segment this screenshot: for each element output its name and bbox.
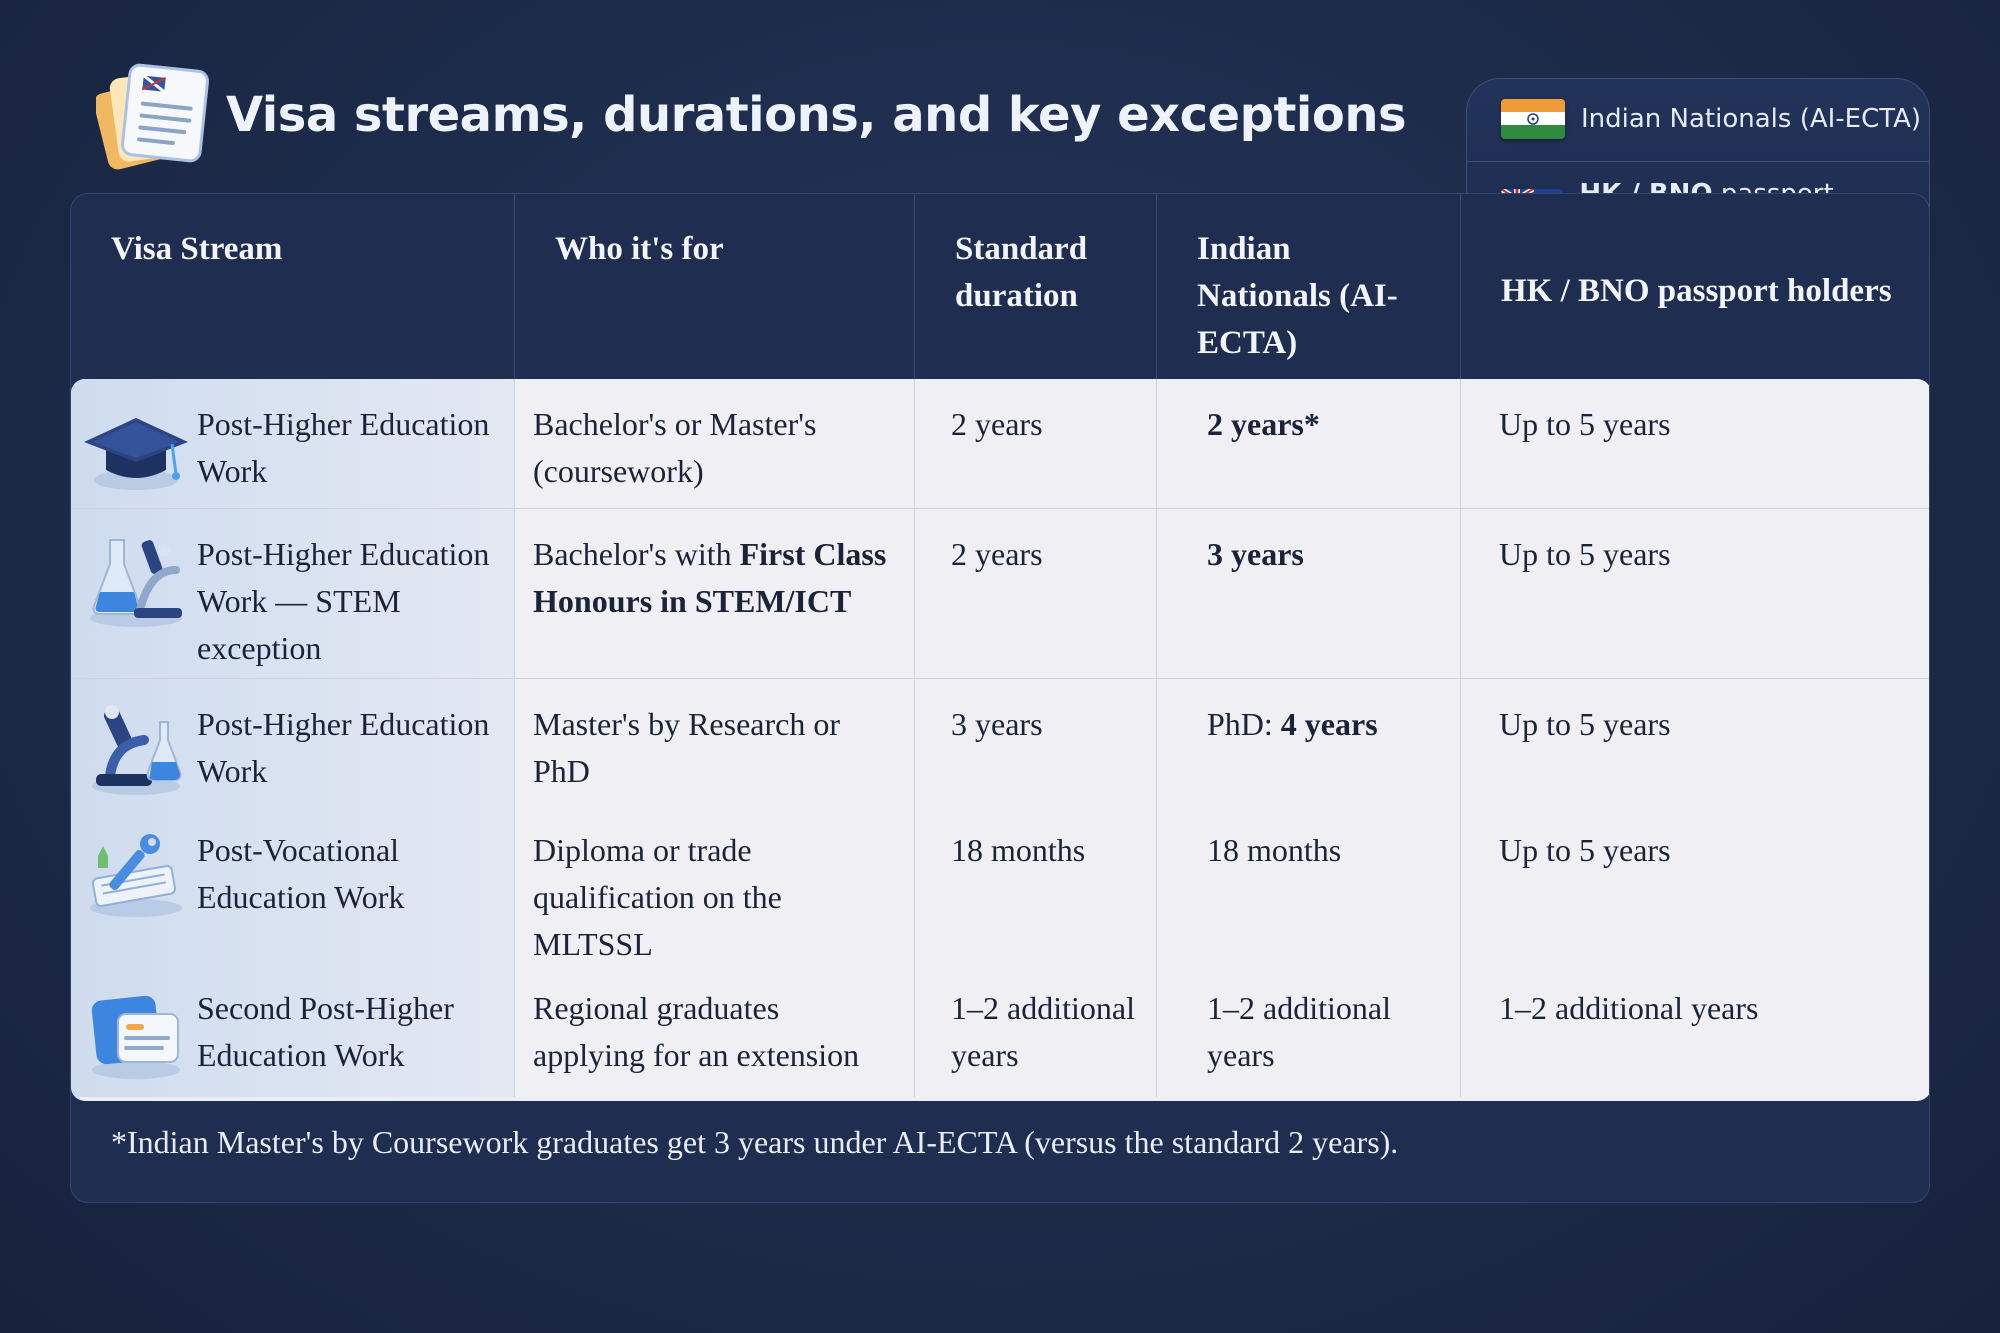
- who-cell: Bachelor's with First Class Honours in S…: [514, 509, 914, 678]
- indian-cell: PhD: 4 years: [1156, 679, 1460, 805]
- header-indian: Indian Nationals (AI-ECTA): [1156, 194, 1460, 379]
- table-row: Post-Higher Education Work Bachelor's or…: [71, 379, 1929, 509]
- table-body: Post-Higher Education Work Bachelor's or…: [71, 379, 1929, 1101]
- who-cell: Regional graduates applying for an exten…: [514, 963, 914, 1097]
- title-bar: Visa streams, durations, and key excepti…: [93, 60, 1407, 170]
- stream-name: Post-Higher Education Work: [197, 706, 490, 789]
- indian-value: 18 months: [1207, 832, 1342, 868]
- legend: Indian Nationals (AI-ECTA): [1466, 78, 1930, 239]
- indian-cell: 18 months: [1156, 805, 1460, 968]
- stream-cell: Post-Vocational Education Work: [71, 805, 514, 968]
- stream-name: Post-Higher Education Work — STEM except…: [197, 536, 490, 666]
- flask-microscope-icon: [71, 525, 201, 635]
- documents-icon: [93, 60, 212, 170]
- stream-name: Second Post-Higher Education Work: [197, 990, 454, 1073]
- stream-cell: Second Post-Higher Education Work: [71, 963, 514, 1097]
- who-text: Diploma or trade qualification on the ML…: [533, 832, 782, 962]
- hk-cell: 1–2 additional years: [1460, 963, 1929, 1097]
- legend-label-indian: Indian Nationals (AI-ECTA): [1581, 104, 1922, 134]
- indian-cell: 2 years*: [1156, 379, 1460, 508]
- who-text: Regional graduates applying for an exten…: [533, 990, 860, 1073]
- stream-cell: Post-Higher Education Work: [71, 679, 514, 805]
- who-text: Master's by Research or PhD: [533, 706, 840, 789]
- who-cell: Bachelor's or Master's (coursework): [514, 379, 914, 508]
- india-flag-icon: [1501, 99, 1565, 139]
- indian-value: 3 years: [1207, 536, 1304, 572]
- footnote: *Indian Master's by Coursework graduates…: [111, 1124, 1399, 1160]
- header-hk: HK / BNO passport holders: [1460, 194, 1929, 379]
- stream-name: Post-Higher Education Work: [197, 406, 490, 489]
- hk-cell: Up to 5 years: [1460, 805, 1929, 968]
- hk-cell: Up to 5 years: [1460, 679, 1929, 805]
- header-who: Who it's for: [514, 194, 914, 379]
- wrench-blueprint-icon: [71, 821, 201, 931]
- indian-cell: 1–2 additional years: [1156, 963, 1460, 1097]
- who-cell: Master's by Research or PhD: [514, 679, 914, 805]
- stream-cell: Post-Higher Education Work: [71, 379, 514, 508]
- legend-divider: [1467, 161, 1929, 162]
- standard-cell: 2 years: [914, 509, 1156, 678]
- microscope-icon: [71, 695, 201, 805]
- indian-value: 2 years*: [1207, 406, 1320, 442]
- page-title: Visa streams, durations, and key excepti…: [226, 87, 1407, 143]
- stream-name: Post-Vocational Education Work: [197, 832, 405, 915]
- table-header: Visa Stream Who it's for Standard durati…: [71, 194, 1929, 379]
- indian-value: 1–2 additional years: [1207, 990, 1391, 1073]
- indian-value: 4 years: [1280, 706, 1378, 742]
- table-row: Post-Vocational Education Work Diploma o…: [71, 805, 1929, 968]
- indian-prefix: PhD:: [1207, 706, 1281, 742]
- document-cards-icon: [71, 979, 201, 1089]
- visa-table-card: Visa Stream Who it's for Standard durati…: [70, 193, 1930, 1203]
- who-cell: Diploma or trade qualification on the ML…: [514, 805, 914, 968]
- indian-cell: 3 years: [1156, 509, 1460, 678]
- stream-cell: Post-Higher Education Work — STEM except…: [71, 509, 514, 678]
- standard-cell: 18 months: [914, 805, 1156, 968]
- standard-cell: 2 years: [914, 379, 1156, 508]
- table-row: Post-Higher Education Work — STEM except…: [71, 509, 1929, 679]
- who-text: Bachelor's or Master's (coursework): [533, 406, 817, 489]
- table-row: Post-Higher Education Work Master's by R…: [71, 679, 1929, 805]
- legend-item-indian: Indian Nationals (AI-ECTA): [1501, 99, 1921, 139]
- who-text: Bachelor's with: [533, 536, 740, 572]
- hk-cell: Up to 5 years: [1460, 509, 1929, 678]
- table-row: Second Post-Higher Education Work Region…: [71, 963, 1929, 1097]
- hk-cell: Up to 5 years: [1460, 379, 1929, 508]
- header-visa-stream: Visa Stream: [111, 231, 283, 267]
- standard-cell: 1–2 additional years: [914, 963, 1156, 1097]
- header-standard: Standard duration: [914, 194, 1156, 379]
- who-text-bold: First Class Honours in STEM/ICT: [533, 536, 887, 619]
- standard-cell: 3 years: [914, 679, 1156, 805]
- graduation-cap-icon: [71, 395, 201, 505]
